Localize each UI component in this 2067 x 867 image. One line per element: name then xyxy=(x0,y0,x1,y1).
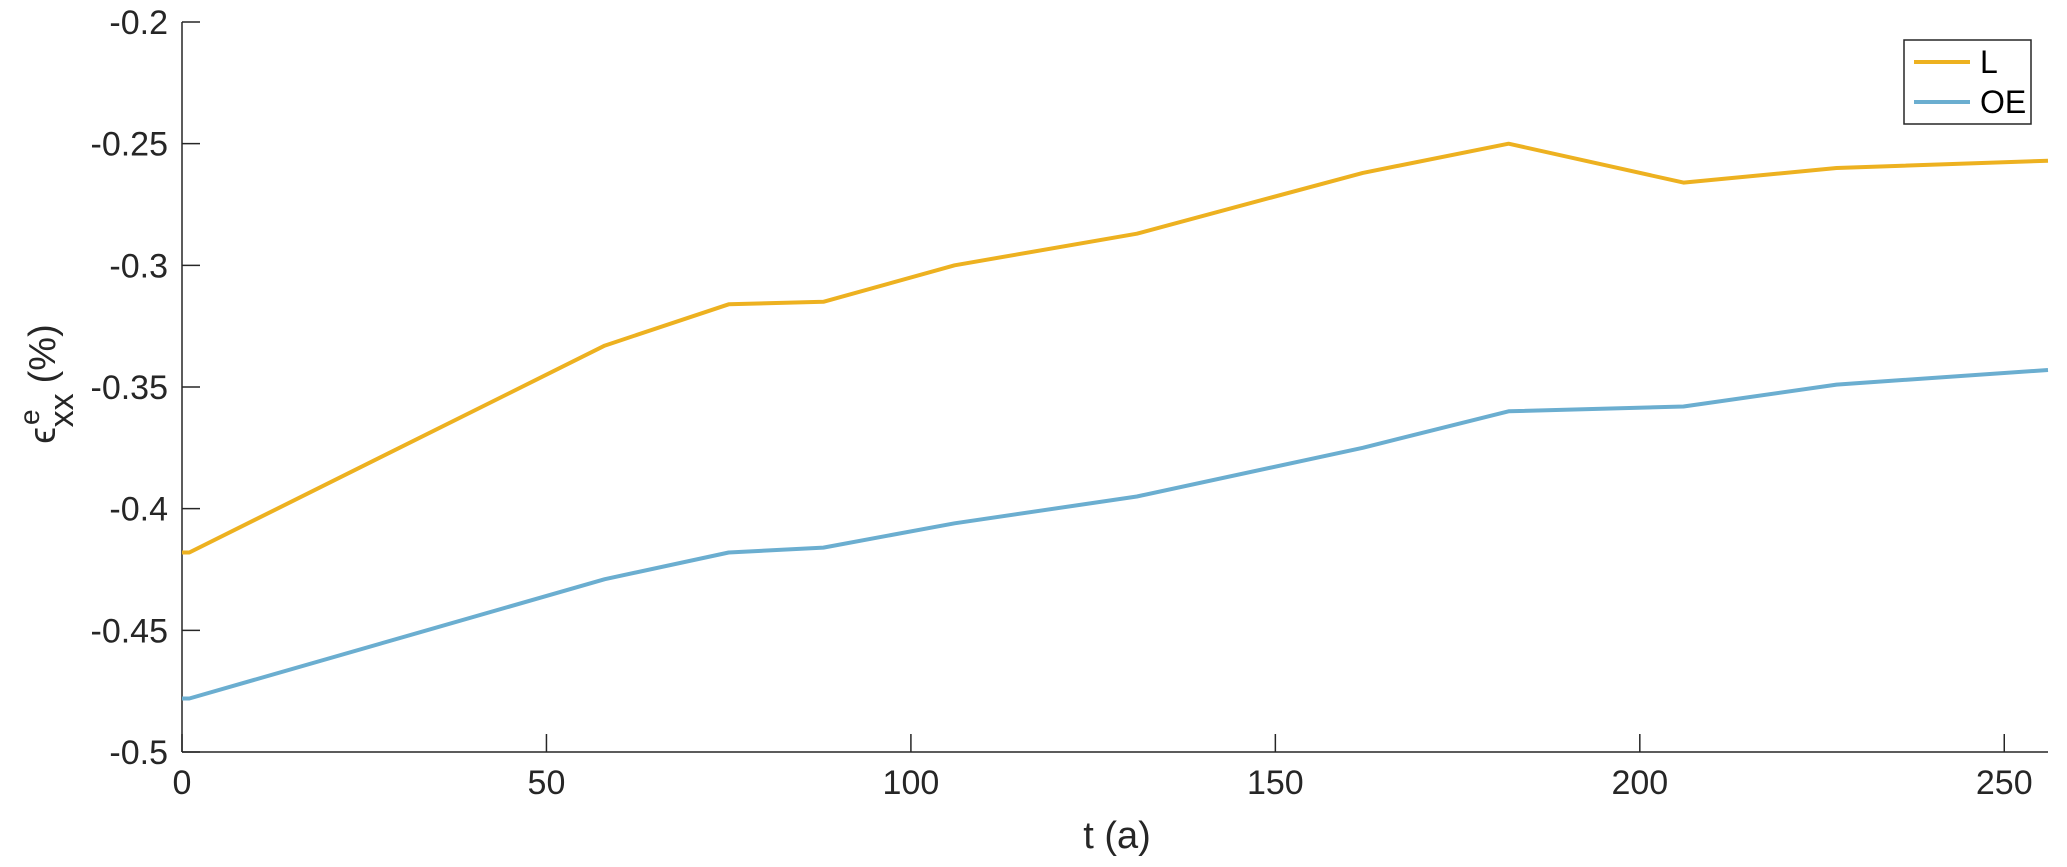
x-tick-label: 250 xyxy=(1976,764,2033,802)
y-axis-title: ϵexx (%) xyxy=(14,324,81,443)
y-axis-superscript: e xyxy=(14,409,45,425)
x-tick-label: 0 xyxy=(173,764,192,802)
y-tick-label: -0.35 xyxy=(91,369,169,407)
svg-text:ϵexx(%): ϵexx (%) xyxy=(14,324,81,443)
x-tick-label: 100 xyxy=(883,764,940,802)
legend: L OE xyxy=(1903,39,2032,125)
plot-area xyxy=(181,22,2048,753)
series-layer xyxy=(182,141,2049,701)
y-tick-label: -0.2 xyxy=(109,4,168,42)
y-tick-label: -0.3 xyxy=(109,247,168,285)
y-tick-label: -0.25 xyxy=(91,126,169,164)
y-axis-symbol: ϵ xyxy=(22,427,64,444)
x-tick-label: 150 xyxy=(1247,764,1304,802)
y-tick-label: -0.4 xyxy=(109,491,168,529)
series-line-oe xyxy=(182,368,2049,701)
x-tick-label: 50 xyxy=(528,764,566,802)
series-line-l xyxy=(182,141,2049,555)
legend-label-oe: OE xyxy=(1980,84,2026,120)
x-tick-label: 200 xyxy=(1611,764,1668,802)
legend-box xyxy=(1903,39,2032,125)
y-axis: -0.5 -0.45 -0.4 -0.35 -0.3 -0.25 -0.2 xyxy=(91,4,200,772)
y-axis-subscript: xx xyxy=(43,393,81,427)
y-axis-unit: (%) xyxy=(22,324,64,383)
y-tick-label: -0.45 xyxy=(91,612,169,650)
legend-label-l: L xyxy=(1980,44,1998,80)
x-axis-title: t (a) xyxy=(1083,815,1151,857)
y-tick-label: -0.5 xyxy=(109,734,168,772)
x-axis: 0 50 100 150 200 250 xyxy=(173,734,2033,802)
